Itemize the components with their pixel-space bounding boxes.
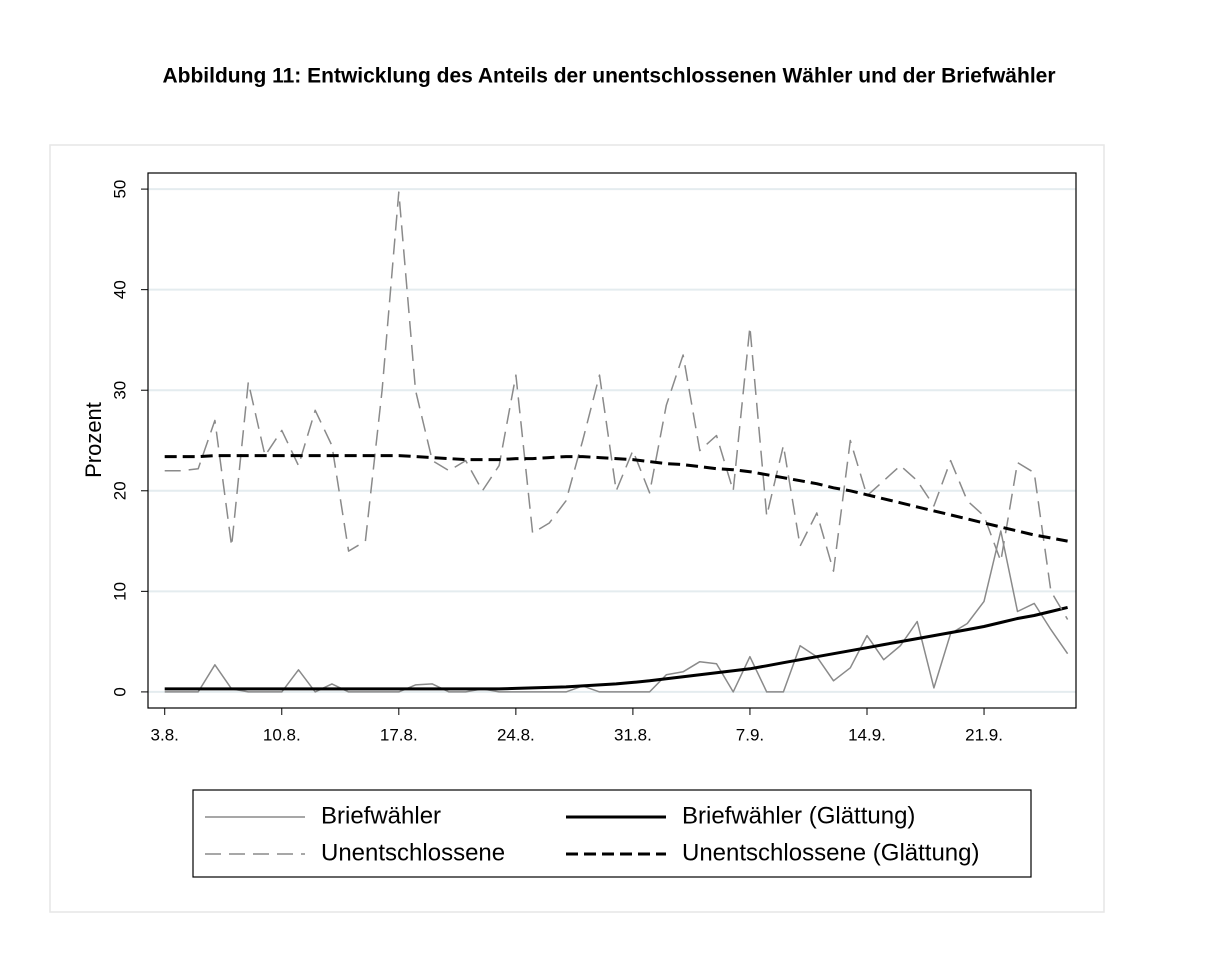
y-axis-label: Prozent	[81, 402, 106, 478]
legend-label: Unentschlossene (Glättung)	[682, 839, 980, 866]
y-tick-label: 10	[110, 582, 129, 601]
y-tick-label: 40	[110, 280, 129, 299]
x-tick-label: 21.9.	[965, 725, 1003, 744]
y-tick-label: 30	[110, 381, 129, 400]
legend-label: Briefwähler	[321, 802, 441, 829]
line-series	[164, 530, 1069, 693]
chart-title: Abbildung 11: Entwicklung des Anteils de…	[162, 65, 1055, 88]
x-tick-label: 10.8.	[263, 725, 301, 744]
line-series	[164, 605, 1068, 691]
y-tick-label: 0	[110, 687, 129, 696]
plot-frame	[147, 172, 1077, 709]
x-tick-label: 7.9.	[736, 725, 764, 744]
legend-label: Unentschlossene	[321, 839, 505, 866]
x-tick-label: 14.9.	[848, 725, 886, 744]
y-tick-label: 20	[110, 481, 129, 500]
line-series	[164, 191, 1069, 620]
legend-label: Briefwähler (Glättung)	[682, 802, 915, 829]
legend	[192, 789, 1032, 878]
x-tick-label: 17.8.	[380, 725, 418, 744]
x-tick-label: 31.8.	[614, 725, 652, 744]
line-series	[164, 454, 1068, 543]
x-tick-label: 24.8.	[497, 725, 535, 744]
y-tick-label: 50	[110, 180, 129, 199]
x-tick-label: 3.8.	[151, 725, 179, 744]
outer-frame	[49, 144, 1105, 913]
